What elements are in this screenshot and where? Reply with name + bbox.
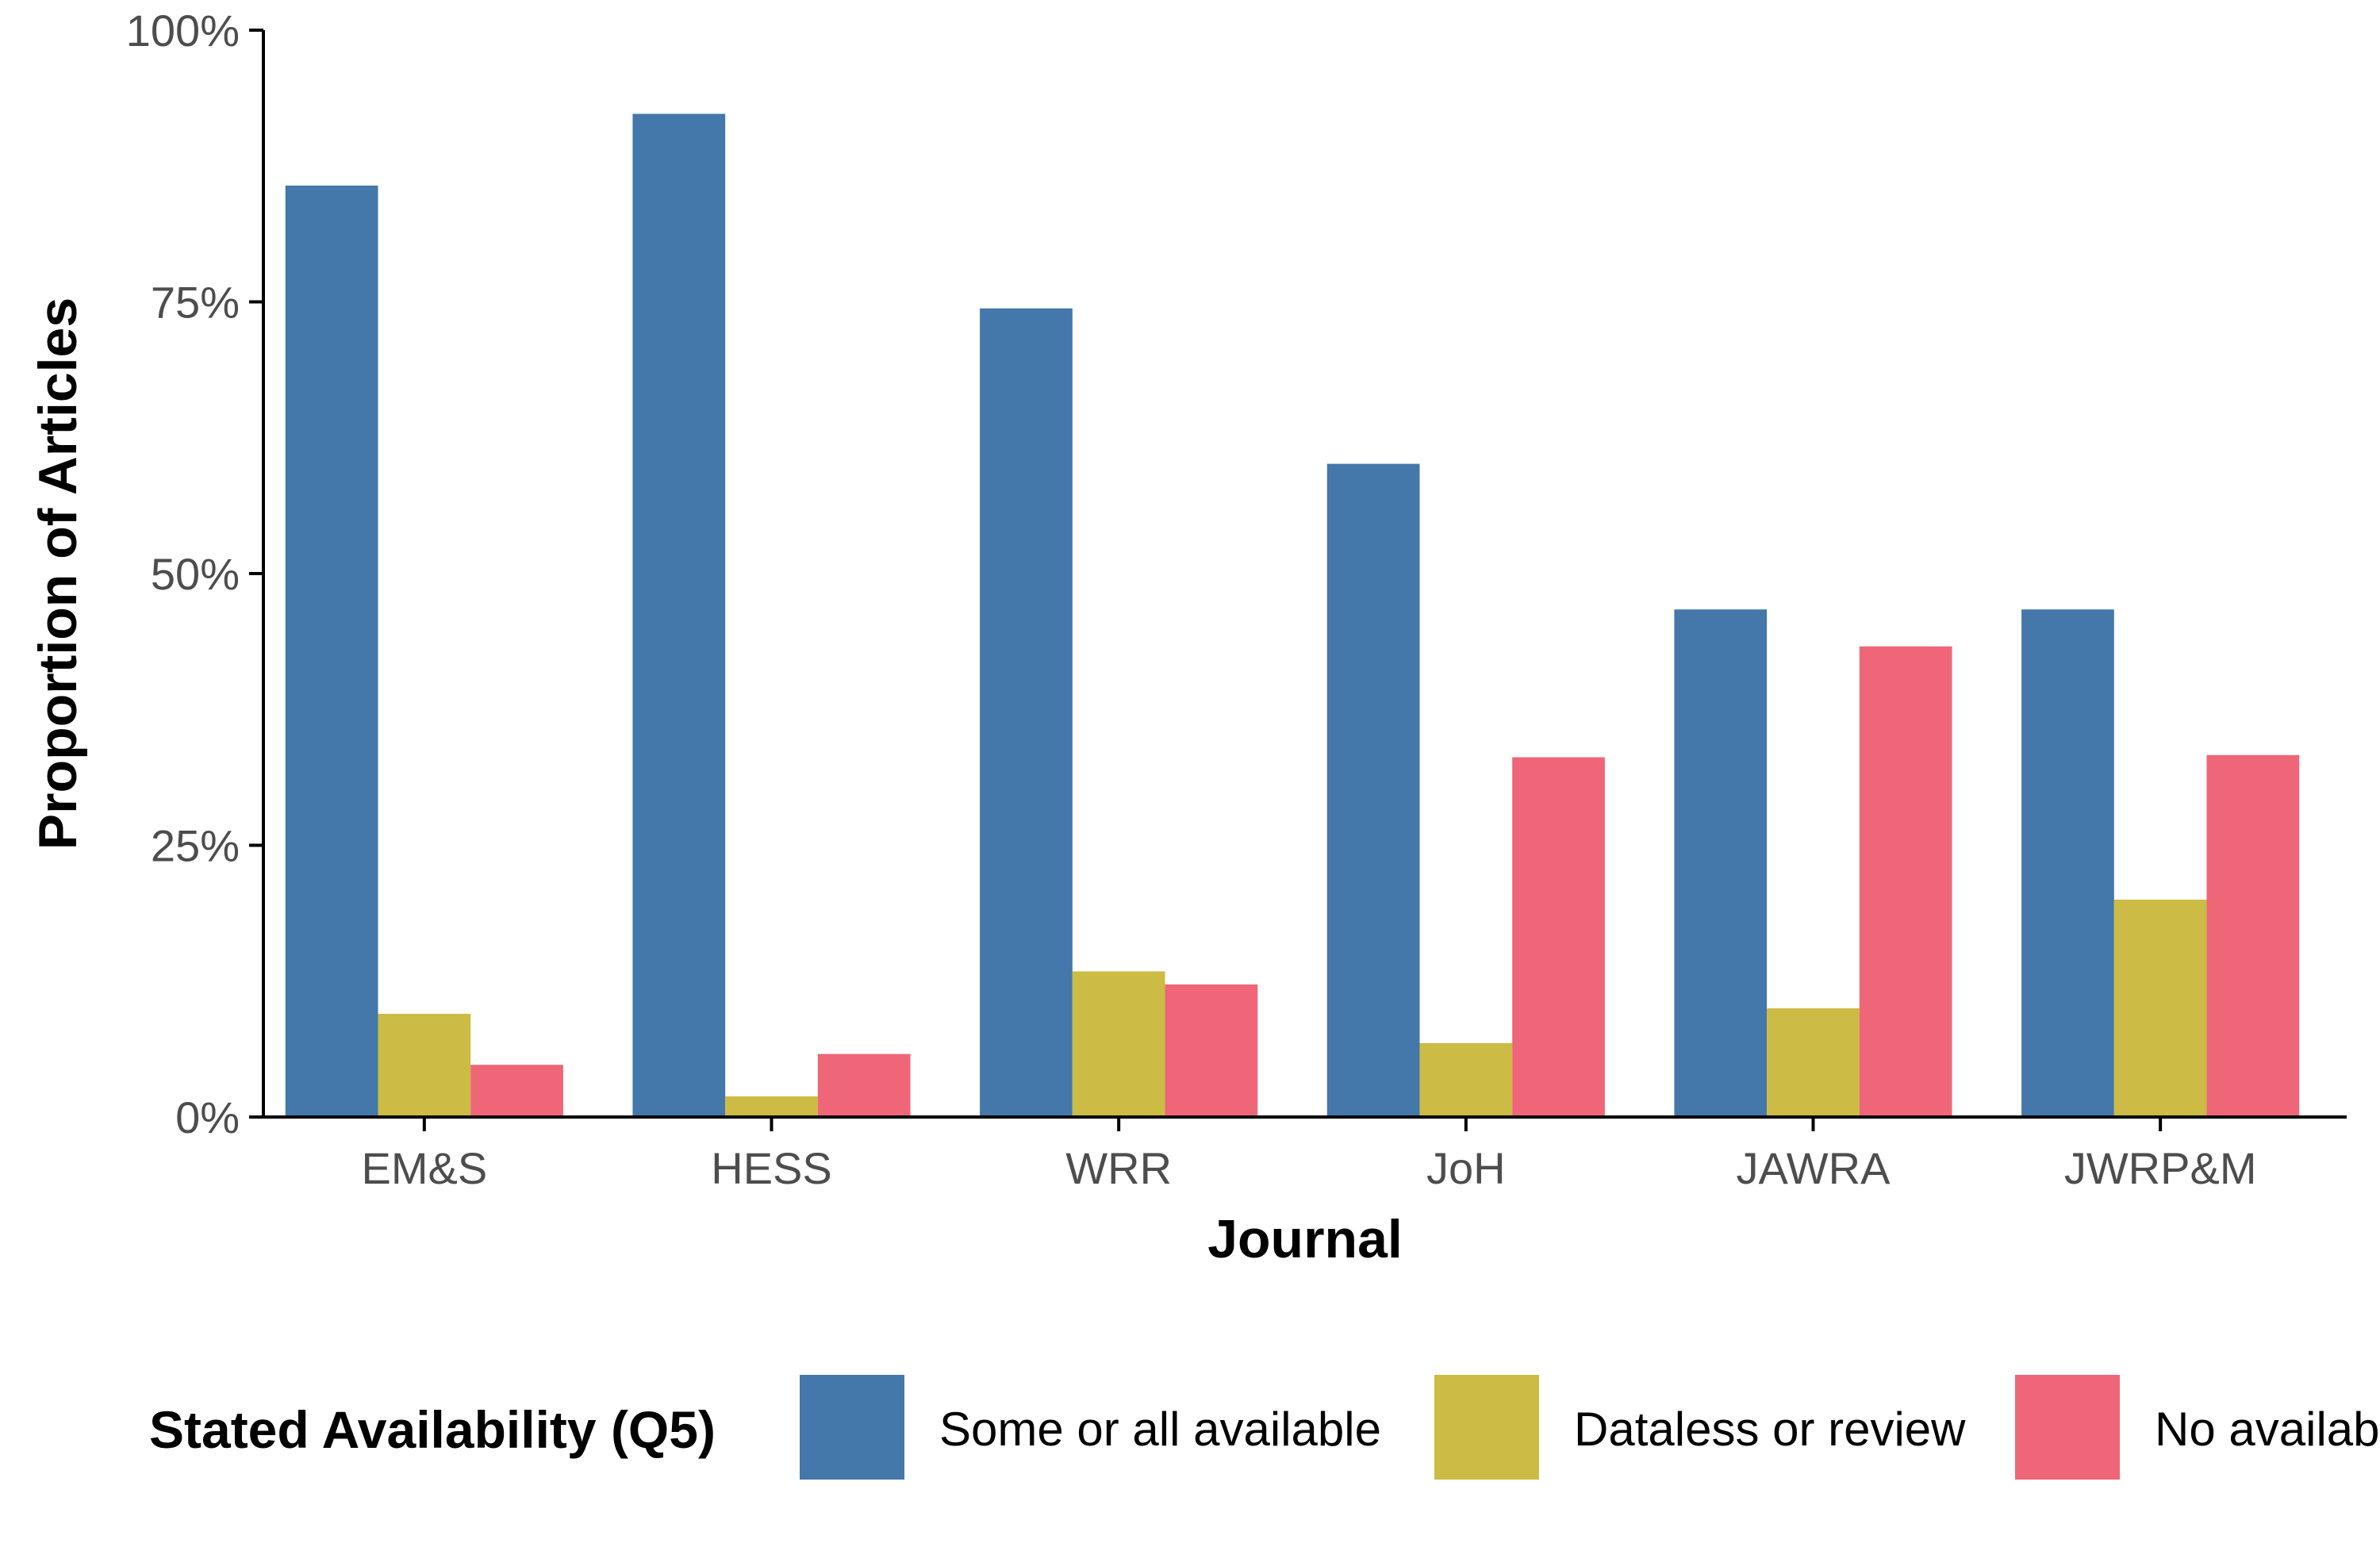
- y-tick-label: 50%: [151, 549, 240, 599]
- bar-some-or-all-available-3: [1326, 463, 1420, 1117]
- bar-some-or-all-available-5: [2021, 609, 2114, 1117]
- legend-title: Stated Availability (Q5): [149, 1400, 716, 1459]
- x-tick-label: JWRP&M: [2064, 1143, 2257, 1193]
- y-tick-label: 100%: [126, 6, 240, 56]
- bar-dataless-or-review-3: [1419, 1042, 1513, 1117]
- legend: Stated Availability (Q5) Some or all ava…: [149, 1375, 2380, 1480]
- y-axis-title: Proportion of Articles: [28, 298, 88, 850]
- bars-group: [285, 113, 2300, 1118]
- legend-label-2: No availability: [2155, 1403, 2380, 1456]
- y-axis-ticks: 0% 25% 50% 75% 100%: [126, 6, 263, 1142]
- x-tick-label: HESS: [711, 1143, 832, 1193]
- bar-no-availability-5: [2206, 754, 2300, 1117]
- bar-some-or-all-available-1: [632, 113, 726, 1118]
- x-tick-label: JoH: [1426, 1143, 1506, 1193]
- x-axis-ticks: EM&S HESS WRR JoH JAWRA JWRP&M: [361, 1117, 2256, 1193]
- x-axis-title: Journal: [1207, 1209, 1403, 1269]
- bar-some-or-all-available-2: [980, 308, 1073, 1118]
- x-tick-label: WRR: [1065, 1143, 1172, 1193]
- y-tick-label: 75%: [151, 278, 240, 328]
- x-tick-label: EM&S: [361, 1143, 487, 1193]
- bar-no-availability-4: [1859, 646, 1952, 1117]
- legend-key-1: [1434, 1375, 1539, 1480]
- bar-some-or-all-available-0: [285, 185, 378, 1117]
- bar-no-availability-3: [1512, 757, 1605, 1117]
- x-tick-label: JAWRA: [1737, 1143, 1891, 1193]
- bar-dataless-or-review-1: [725, 1096, 818, 1117]
- legend-key-2: [2015, 1375, 2120, 1480]
- y-tick-label: 0%: [175, 1092, 240, 1142]
- bar-no-availability-1: [817, 1054, 911, 1117]
- bar-dataless-or-review-0: [378, 1013, 471, 1117]
- bar-dataless-or-review-5: [2113, 900, 2207, 1117]
- legend-label-1: Dataless or review: [1574, 1403, 1966, 1456]
- bar-no-availability-2: [1165, 984, 1258, 1117]
- legend-key-0: [800, 1375, 904, 1480]
- bar-dataless-or-review-4: [1767, 1008, 1860, 1117]
- y-tick-label: 25%: [151, 821, 240, 871]
- bar-some-or-all-available-4: [1674, 609, 1768, 1117]
- bar-dataless-or-review-2: [1072, 971, 1165, 1117]
- bar-no-availability-0: [470, 1065, 563, 1117]
- legend-label-0: Some or all available: [939, 1403, 1381, 1456]
